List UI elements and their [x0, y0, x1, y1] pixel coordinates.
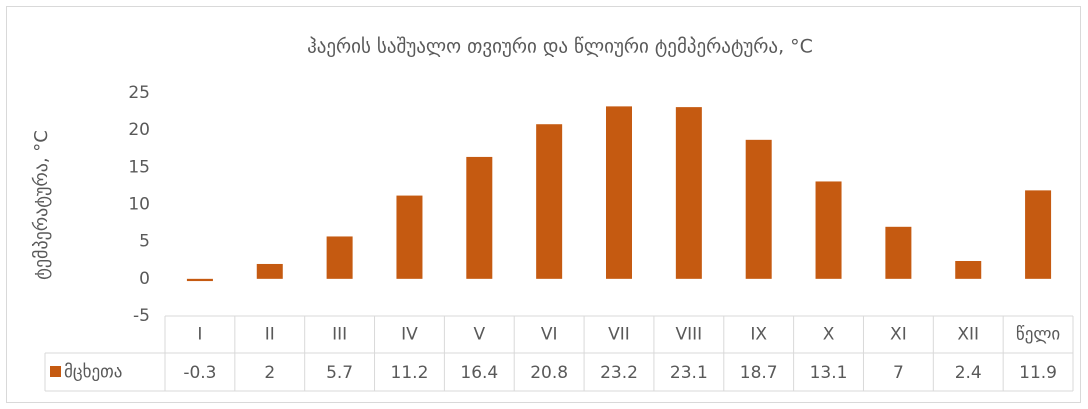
- table-value: 2.4: [955, 363, 982, 383]
- x-tick-label: IV: [401, 325, 418, 345]
- x-tick-label: III: [332, 325, 347, 345]
- x-tick-label: II: [265, 325, 275, 345]
- bar: [815, 181, 842, 279]
- table-value: 23.1: [670, 363, 708, 383]
- bar: [396, 195, 423, 279]
- table-value: 23.2: [600, 363, 638, 383]
- table-value: -0.3: [183, 363, 216, 383]
- table-value: 11.2: [391, 363, 429, 383]
- bar: [326, 236, 353, 279]
- table-value: 13.1: [810, 363, 848, 383]
- bar: [186, 278, 213, 282]
- bar: [466, 156, 493, 279]
- y-tick-label: 25: [128, 83, 150, 103]
- bar: [536, 124, 563, 279]
- table-value: 18.7: [740, 363, 778, 383]
- y-tick-label: 15: [128, 157, 150, 177]
- y-tick-label: 5: [139, 232, 150, 252]
- bar: [256, 263, 283, 279]
- y-tick-label: 0: [139, 269, 150, 289]
- x-tick-label: VIII: [676, 325, 703, 345]
- table-value: 11.9: [1019, 363, 1057, 383]
- legend-swatch: [50, 366, 61, 377]
- chart-title: ჰაერის საშუალო თვიური და წლიური ტემპერატ…: [307, 36, 813, 58]
- table-value: 20.8: [530, 363, 568, 383]
- x-tick-label: I: [197, 325, 202, 345]
- table-value: 7: [893, 363, 904, 383]
- legend-label: მცხეთა: [64, 362, 122, 382]
- y-tick-label: 10: [128, 195, 150, 215]
- bar: [955, 260, 982, 279]
- x-tick-label: IX: [750, 325, 767, 345]
- y-axis-label: ტემპერატურა, °C: [31, 130, 52, 280]
- table-value: 2: [264, 363, 275, 383]
- x-tick-label: XI: [890, 325, 907, 345]
- y-tick-label: 20: [128, 120, 150, 140]
- table-value: 16.4: [460, 363, 498, 383]
- x-tick-label: V: [473, 325, 485, 345]
- bar: [1025, 190, 1052, 279]
- x-tick-label: წელი: [1016, 325, 1060, 345]
- bar: [675, 107, 702, 279]
- bar: [745, 139, 772, 279]
- bar: [606, 106, 632, 279]
- x-tick-label: VII: [608, 325, 630, 345]
- x-tick-label: VI: [541, 325, 558, 345]
- x-tick-label: X: [823, 325, 835, 345]
- bar: [885, 226, 912, 279]
- y-tick-label: -5: [133, 306, 150, 326]
- table-value: 5.7: [326, 363, 353, 383]
- x-tick-label: XII: [957, 325, 979, 345]
